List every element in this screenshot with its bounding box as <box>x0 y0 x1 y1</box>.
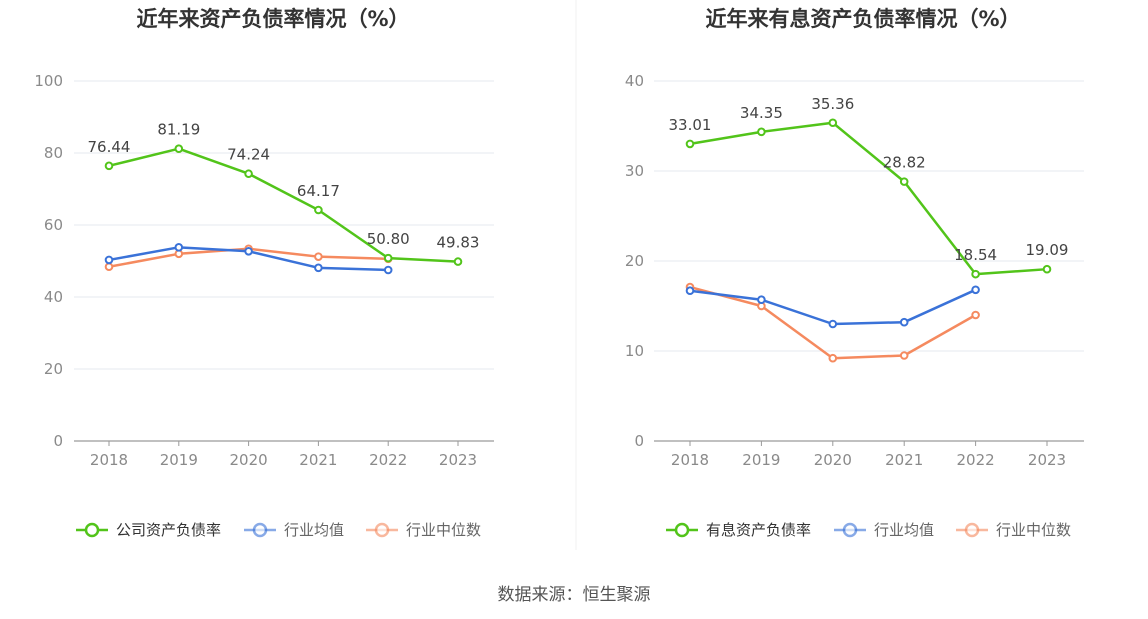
data-label: 35.36 <box>811 95 854 113</box>
y-tick-label: 0 <box>53 432 63 450</box>
legend-label: 行业均值 <box>874 521 934 539</box>
data-label: 34.35 <box>740 104 783 122</box>
x-tick-label: 2022 <box>957 451 995 469</box>
data-point <box>244 169 253 179</box>
x-tick-label: 2022 <box>369 451 407 469</box>
legend-marker-icon <box>964 522 980 538</box>
data-label: 81.19 <box>157 121 200 139</box>
legend-item-industry-median[interactable]: 行业中位数 <box>366 521 481 539</box>
y-tick-label: 0 <box>634 432 644 450</box>
data-label: 76.44 <box>88 138 131 156</box>
y-tick-label: 40 <box>44 288 63 306</box>
data-point <box>314 252 323 261</box>
series-primary: 76.44 81.19 74.24 64.17 50.80 49.83 <box>88 121 480 266</box>
chart-title: 近年来资产负债率情况（%） <box>136 7 409 31</box>
data-point <box>685 286 695 296</box>
data-point <box>757 295 766 305</box>
x-tick-label: 2018 <box>671 451 709 469</box>
x-tick-label: 2020 <box>814 451 852 469</box>
series-primary: 33.01 34.35 35.36 28.82 18.54 19.09 <box>669 95 1069 279</box>
data-point <box>174 243 184 252</box>
legend-marker-icon <box>374 522 390 538</box>
data-point <box>104 255 114 265</box>
data-point <box>314 263 323 273</box>
data-point <box>971 285 980 295</box>
x-tick-label: 2021 <box>299 451 337 469</box>
data-label: 19.09 <box>1026 241 1069 259</box>
y-tick-label: 20 <box>44 360 63 378</box>
legend-marker-icon <box>84 522 100 538</box>
data-label: 64.17 <box>297 182 340 200</box>
data-source: 数据来源：恒生聚源 <box>497 585 651 605</box>
chart-title: 近年来有息资产负债率情况（%） <box>705 7 1020 31</box>
legend-label: 公司资产负债率 <box>116 521 221 539</box>
data-label: 28.82 <box>883 154 926 172</box>
x-tick-label: 2019 <box>160 451 198 469</box>
data-point <box>899 351 909 360</box>
y-tick-label: 60 <box>44 216 63 234</box>
data-point <box>314 205 323 215</box>
legend-marker-icon <box>674 522 690 538</box>
x-tick-label: 2021 <box>885 451 923 469</box>
data-label: 49.83 <box>437 234 480 252</box>
legend-item-industry-mean[interactable]: 行业均值 <box>244 521 344 539</box>
y-tick-label: 40 <box>625 72 644 90</box>
legend-marker-icon <box>252 522 268 538</box>
y-tick-label: 20 <box>625 252 644 270</box>
legend-label: 有息资产负债率 <box>706 521 811 539</box>
data-point <box>453 257 463 266</box>
data-point <box>1042 264 1052 274</box>
data-point <box>383 253 393 263</box>
data-point <box>104 161 114 171</box>
legend-item-primary[interactable]: 公司资产负债率 <box>76 521 221 539</box>
series-line <box>689 288 977 326</box>
data-point <box>174 144 184 154</box>
chart-panel-1: 近年来资产负债率情况（%） 0 20 40 60 80 100 2018 2019 2020 202… <box>34 7 494 539</box>
y-tick-label: 100 <box>34 72 63 90</box>
y-tick-label: 10 <box>625 342 644 360</box>
data-point <box>899 317 909 327</box>
legend-item-industry-mean[interactable]: 行业均值 <box>834 521 934 539</box>
x-tick-label: 2023 <box>439 451 477 469</box>
data-label: 74.24 <box>227 146 270 164</box>
legend-label: 行业中位数 <box>996 521 1071 539</box>
legend-label: 行业中位数 <box>406 521 481 539</box>
series-line <box>108 147 459 263</box>
data-point <box>971 269 980 279</box>
y-tick-label: 80 <box>44 144 63 162</box>
legend-item-primary[interactable]: 有息资产负债率 <box>666 521 811 539</box>
data-point <box>104 262 114 272</box>
data-point <box>383 265 393 275</box>
data-point <box>828 319 838 329</box>
series-line <box>689 121 1048 276</box>
data-point <box>244 246 253 256</box>
x-tick-label: 2018 <box>90 451 128 469</box>
legend-item-industry-median[interactable]: 行业中位数 <box>956 521 1071 539</box>
x-tick-label: 2023 <box>1028 451 1066 469</box>
y-tick-label: 30 <box>625 162 644 180</box>
data-point <box>899 177 909 186</box>
data-label: 50.80 <box>367 230 410 248</box>
data-point <box>685 139 695 149</box>
series-industry-mean <box>685 285 980 329</box>
legend-marker-icon <box>842 522 858 538</box>
data-label: 33.01 <box>669 116 712 134</box>
series-industry-mean <box>104 243 393 275</box>
x-tick-label: 2019 <box>742 451 780 469</box>
chart-panel-2: 近年来有息资产负债率情况（%） 0 10 20 30 40 2018 2019 2020 2021… <box>625 7 1084 539</box>
data-label: 18.54 <box>954 246 997 264</box>
data-point <box>828 353 838 363</box>
x-tick-label: 2020 <box>230 451 268 469</box>
data-point <box>757 127 766 137</box>
data-point <box>971 310 980 320</box>
data-point <box>828 118 838 128</box>
legend-label: 行业均值 <box>284 521 344 539</box>
